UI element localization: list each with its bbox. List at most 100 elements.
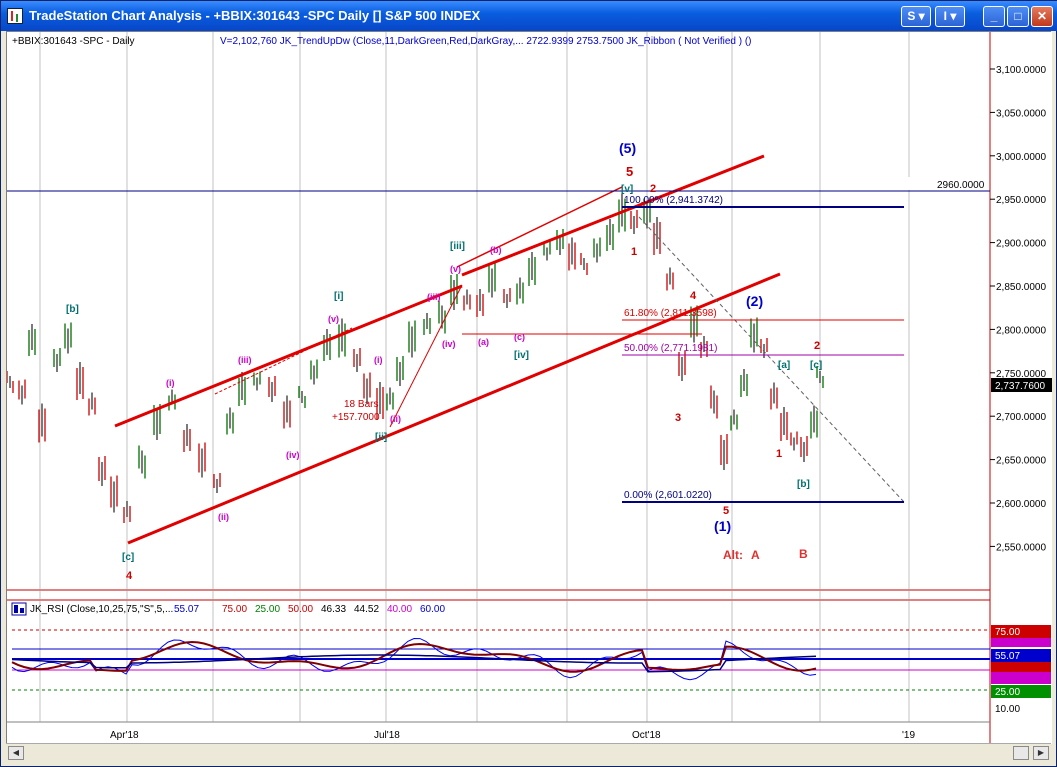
rsi-value: 60.00 (420, 604, 445, 615)
y-tick-label: 2,650.0000 (996, 456, 1046, 467)
dashed-gray-trend (638, 216, 905, 503)
bars-gain-note: +157.7000 (332, 412, 380, 423)
indicator-header: V=2,102,760 JK_TrendUpDw (Close,11,DarkG… (220, 36, 751, 47)
price-axis: 3,100.0000 3,050.0000 3,000.0000 2,950.0000… (990, 65, 1046, 553)
symbol-header: +BBIX:301643 -SPC - Daily (12, 36, 135, 47)
fib-retracement: 100.00% (2,941.3742) 61.80% (2,811.3598)… (462, 195, 904, 503)
rsi-axis-label: 25.00 (995, 687, 1020, 698)
wave-label: [c] (810, 360, 822, 371)
wave-label: (ii) (218, 512, 229, 522)
close-icon[interactable]: ✕ (1031, 6, 1053, 27)
rsi-value: 25.00 (255, 604, 280, 615)
wave-label: (c) (514, 332, 525, 342)
rsi-value: 55.07 (174, 604, 199, 615)
wave-label: [i] (334, 291, 343, 302)
wave-label: (iv) (442, 339, 456, 349)
wave-label: (a) (478, 337, 489, 347)
wave-label: [b] (66, 304, 79, 315)
wave-label: Alt: (723, 548, 743, 562)
wave-label: 4 (126, 570, 133, 582)
wave-label: [iv] (514, 350, 529, 361)
symbol-link-i-button[interactable]: I ▾ (935, 6, 965, 27)
trend-channel (114, 154, 781, 545)
rsi-value: 75.00 (222, 604, 247, 615)
wave-label: (1) (714, 518, 731, 534)
symbol-link-s-button[interactable]: S ▾ (901, 6, 931, 27)
wave-label: 5 (626, 164, 633, 179)
rsi-axis-label: 10.00 (995, 704, 1020, 715)
scroll-right-icon[interactable]: ▶ (1033, 746, 1049, 760)
scroll-left-icon[interactable]: ◀ (8, 746, 24, 760)
wave-label: (i) (166, 378, 175, 388)
window-title: TradeStation Chart Analysis - +BBIX:3016… (29, 8, 481, 23)
wave-label: (iii) (427, 292, 441, 302)
y-tick-label: 3,100.0000 (996, 65, 1046, 76)
last-price-box (991, 378, 1052, 392)
rsi-value: 40.00 (387, 604, 412, 615)
y-tick-label: 2,900.0000 (996, 239, 1046, 250)
wave-label: A (751, 548, 760, 562)
fib-618-label: 61.80% (2,811.3598) (624, 308, 717, 319)
wave-label: (b) (490, 245, 502, 255)
wave-label: (ii) (390, 414, 401, 424)
chart-app-icon (7, 8, 23, 24)
wave-label: (v) (450, 264, 461, 274)
wave-label: (i) (374, 355, 383, 365)
channel-upper-line (114, 284, 463, 428)
channel-wedge-line (456, 186, 623, 268)
wave-label: 2 (650, 183, 656, 195)
fib-100-label: 100.00% (2,941.3742) (624, 195, 723, 206)
y-tick-label: 2,950.0000 (996, 195, 1046, 206)
y-tick-label: 2,700.0000 (996, 412, 1046, 423)
fib-000-label: 0.00% (2,601.0220) (624, 490, 712, 501)
wave-label: B (799, 547, 808, 561)
x-tick-label: Oct'18 (632, 730, 661, 741)
wave-label: [b] (797, 479, 810, 490)
y-tick-label: 3,050.0000 (996, 108, 1046, 119)
y-tick-label: 2,550.0000 (996, 542, 1046, 553)
chart-area[interactable]: 2960.0000 100.00% (2,941.3742) 61.80% (2… (6, 31, 1052, 744)
wave-labels: (5) (1) (2) 4 5 1 2 3 4 5 1 2 Alt: A B [… (66, 140, 822, 582)
wave-label: [ii] (375, 432, 387, 443)
level-2960-label: 2960.0000 (937, 180, 985, 191)
y-tick-label: 2,800.0000 (996, 325, 1046, 336)
channel-lower-line (127, 272, 781, 545)
title-bar[interactable]: TradeStation Chart Analysis - +BBIX:3016… (1, 1, 1057, 31)
rsi-header-name: JK_RSI (Close,10,25,75,"S",5,... (30, 604, 173, 615)
last-price-label: 2,737.7600 (995, 381, 1045, 392)
minimize-icon[interactable]: _ (983, 6, 1005, 27)
wave-measure-line (389, 284, 463, 428)
wave-label: (v) (328, 314, 339, 324)
wave-label: 1 (631, 246, 637, 258)
rsi-value: 44.52 (354, 604, 379, 615)
rsi-value: 46.33 (321, 604, 346, 615)
level-2960-box (902, 177, 988, 190)
rsi-value: 50.00 (288, 604, 313, 615)
x-tick-label: '19 (902, 730, 915, 741)
horizontal-scrollbar[interactable]: ◀ ▶ (6, 743, 1051, 761)
rsi-panel: JK_RSI (Close,10,25,75,"S",5,... 55.07 7… (11, 602, 1051, 715)
x-tick-label: Jul'18 (374, 730, 400, 741)
y-tick-label: 3,000.0000 (996, 152, 1046, 163)
y-tick-label: 2,600.0000 (996, 499, 1046, 510)
dashed-red-trend (214, 327, 353, 395)
fib-500-label: 50.00% (2,771.1981) (624, 343, 717, 354)
wave-label: (5) (619, 140, 636, 156)
date-axis: Apr'18 Jul'18 Oct'18 '19 (110, 730, 915, 741)
maximize-icon[interactable]: □ (1007, 6, 1029, 27)
wave-label: [c] (122, 552, 134, 563)
scroll-thumb[interactable] (1013, 746, 1029, 760)
wave-label: [v] (621, 184, 633, 195)
y-tick-label: 2,750.0000 (996, 369, 1046, 380)
bars-count-note: 18 Bars (344, 399, 378, 410)
wave-label: (2) (746, 293, 763, 309)
wave-label: 2 (814, 340, 820, 352)
wave-label: [iii] (450, 241, 465, 252)
wave-label: 5 (723, 505, 729, 517)
channel-top-line (461, 154, 765, 277)
wave-label: (iv) (286, 450, 300, 460)
wave-label: (iii) (238, 355, 252, 365)
x-tick-label: Apr'18 (110, 730, 139, 741)
rsi-axis-label: 75.00 (995, 627, 1020, 638)
